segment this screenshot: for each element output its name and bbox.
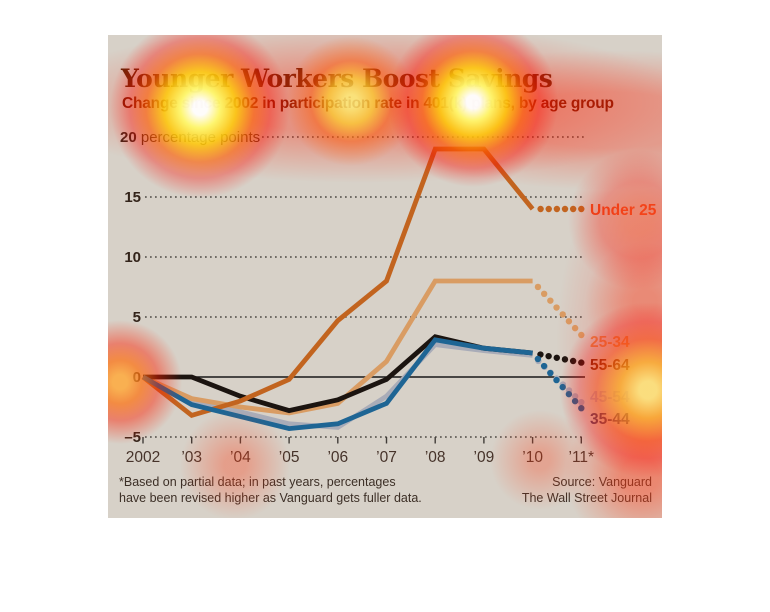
projection-dot-under-25 [561, 205, 569, 213]
footnote-line-2: have been revised higher as Vanguard get… [119, 491, 422, 505]
series-label-35-44: 35-44 [590, 411, 630, 428]
chart-title: Younger Workers Boost Savings [121, 64, 553, 93]
projection-dot-under-25 [553, 205, 561, 213]
projection-dot-35-44 [534, 355, 542, 363]
x-tick-label--03: ’03 [181, 449, 202, 466]
projection-dot-25-34 [571, 324, 579, 332]
x-tick-label-2002: 2002 [126, 449, 160, 466]
projection-dot-35-44 [571, 397, 579, 405]
projection-dot-45-54 [578, 399, 585, 406]
x-tick-label--10: ’10 [522, 449, 543, 466]
x-tick-label--09: ’09 [474, 449, 495, 466]
y-tick-label-5: 5 [133, 309, 141, 326]
projection-dot-25-34 [578, 331, 585, 339]
projection-dot-under-25 [545, 205, 552, 213]
projection-dot-55-64 [561, 356, 569, 363]
projection-dot-35-44 [540, 362, 548, 370]
projection-dot-55-64 [578, 359, 585, 366]
series-label-under-25: Under 25 [590, 202, 657, 219]
projection-dot-25-34 [534, 283, 542, 291]
x-tick-label--05: ’05 [279, 449, 300, 466]
projection-dot-under-25 [578, 205, 585, 213]
y-tick-label--5: –5 [124, 429, 141, 446]
projection-dot-25-34 [553, 304, 560, 311]
y-tick-label-0: 0 [133, 369, 141, 386]
x-tick-label--04: ’04 [230, 449, 251, 466]
projection-dot-under-25 [569, 205, 577, 213]
x-tick-label--07: ’07 [376, 449, 397, 466]
series-label-45-54: 45-54 [590, 389, 630, 406]
projection-dot-55-64 [569, 357, 577, 365]
chart-subtitle: Change since 2002 in participation rate … [122, 95, 614, 112]
projection-dot-35-44 [565, 390, 573, 398]
y-axis-unit-label: 20 percentage points [120, 129, 260, 146]
projection-dot-35-44 [559, 383, 566, 391]
projection-dot-25-34 [559, 311, 566, 318]
projection-dot-25-34 [540, 290, 548, 298]
series-label-25-34: 25-34 [590, 334, 630, 351]
projection-dot-25-34 [565, 318, 573, 325]
footnote-line-1: *Based on partial data; in past years, p… [119, 475, 396, 489]
chart-footnote: *Based on partial data; in past years, p… [119, 474, 422, 506]
projection-dot-35-44 [553, 376, 560, 384]
series-label-55-64: 55-64 [590, 357, 630, 374]
source-line-1: Source: Vanguard [552, 475, 652, 489]
projection-dot-under-25 [537, 205, 544, 213]
projection-dot-25-34 [547, 297, 554, 304]
series-line-35-44 [141, 337, 533, 432]
projection-dot-55-64 [553, 354, 560, 361]
y-tick-label-10: 10 [124, 249, 141, 266]
y-tick-label-15: 15 [124, 189, 141, 206]
x-tick-label--11-: ’11* [569, 449, 595, 466]
projection-dot-35-44 [547, 369, 554, 377]
x-tick-label--06: ’06 [327, 449, 348, 466]
source-line-2: The Wall Street Journal [521, 491, 652, 505]
projection-dot-35-44 [578, 405, 585, 412]
chart-source: Source: Vanguard The Wall Street Journal [522, 474, 652, 506]
projection-dot-55-64 [545, 352, 552, 360]
chart-card: 20 percentage points 15 10 5 0 –5 2002 ’03 ’04 ’0… [108, 35, 662, 518]
x-tick-label--08: ’08 [425, 449, 446, 466]
